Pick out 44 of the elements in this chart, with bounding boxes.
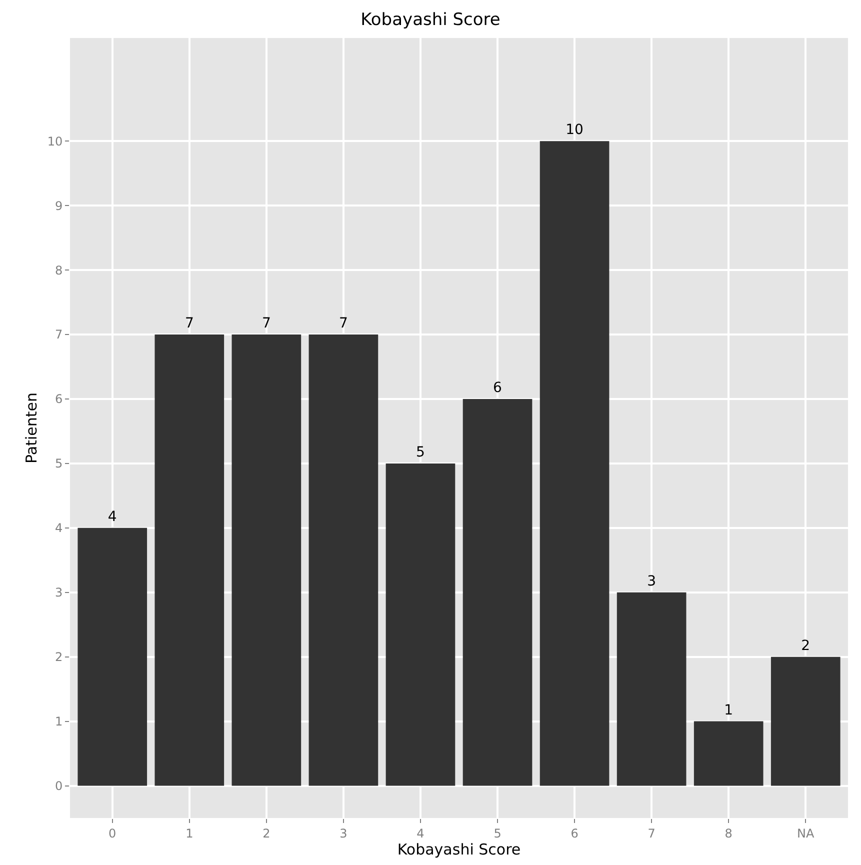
y-axis-title: Patienten [22, 392, 41, 464]
bar [694, 721, 764, 786]
data-label: 7 [338, 316, 348, 332]
data-label: 1 [724, 702, 734, 718]
data-label: 10 [566, 122, 584, 138]
data-label: 5 [416, 444, 425, 460]
x-tick-label: 4 [416, 826, 424, 840]
y-tick-label: 10 [47, 134, 63, 148]
x-tick-label: 6 [570, 826, 578, 840]
y-tick-label: 8 [54, 263, 63, 278]
y-tick-label: 0 [54, 778, 63, 793]
y-tick-label: 6 [54, 392, 63, 406]
y-tick-label: 5 [54, 456, 63, 471]
data-label: 6 [493, 380, 502, 396]
bar [770, 656, 840, 786]
x-tick-label: 2 [262, 826, 270, 840]
x-tick-label: 3 [340, 826, 348, 840]
y-tick-label: 7 [54, 328, 63, 342]
x-tick-label: 7 [648, 826, 656, 840]
y-tick-label: 3 [54, 586, 63, 600]
bar [154, 334, 224, 786]
y-tick-label: 4 [54, 521, 63, 536]
x-tick-label: 8 [724, 826, 732, 840]
y-tick-label: 2 [54, 650, 63, 664]
bar [232, 334, 302, 786]
data-label: 7 [262, 316, 271, 332]
bar [78, 528, 148, 786]
data-label: 3 [647, 573, 656, 590]
bar [462, 398, 532, 786]
bar [308, 334, 378, 786]
x-tick-label: 0 [108, 826, 116, 840]
bar [540, 141, 610, 786]
bar [386, 463, 456, 786]
data-label: 2 [801, 638, 810, 654]
x-tick-label: 5 [494, 826, 502, 840]
x-axis-title: Kobayashi Score [397, 840, 521, 858]
data-label: 7 [184, 316, 194, 332]
bar [616, 592, 686, 786]
chart-title: Kobayashi Score [360, 10, 500, 30]
data-label: 4 [108, 508, 117, 525]
y-tick-label: 9 [54, 198, 63, 213]
y-tick-label: 1 [54, 714, 63, 729]
x-tick-label: NA [797, 826, 816, 840]
x-tick-label: 1 [186, 826, 194, 840]
